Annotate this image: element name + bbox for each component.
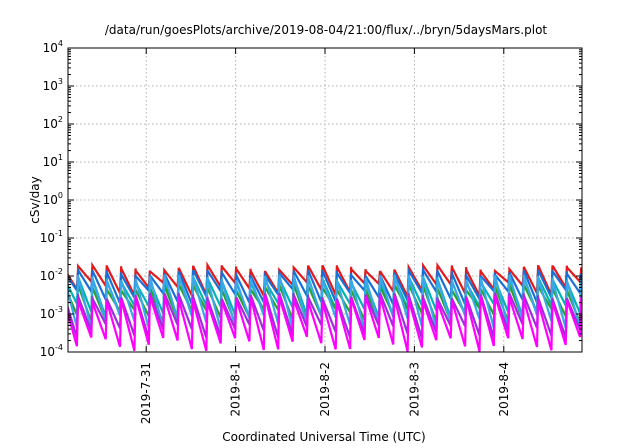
x-tick-label: 2019-8-4 — [497, 362, 511, 416]
y-tick-label: 102 — [43, 115, 63, 131]
series-group — [68, 261, 582, 352]
y-tick-exponent: -2 — [55, 267, 63, 276]
y-tick-label: 10-2 — [40, 267, 63, 283]
series-line-1 — [68, 261, 582, 301]
axes — [67, 47, 583, 353]
y-tick-label: 10-4 — [40, 343, 63, 359]
x-tick-label: 2019-8-3 — [407, 362, 421, 416]
y-tick-label: 104 — [43, 39, 63, 55]
y-tick-label: 100 — [43, 191, 63, 207]
x-tick-label: 2019-7-31 — [139, 362, 153, 424]
x-axis-label: Coordinated Universal Time (UTC) — [222, 430, 425, 444]
x-tick-labels: 2019-7-31 2019-8-1 2019-8-2 2019-8-3 2019-8-… — [139, 362, 511, 424]
y-tick-label: 10-1 — [40, 229, 63, 245]
y-tick-exponent: -1 — [55, 229, 63, 238]
plot-frame — [67, 47, 583, 353]
y-axis-label: cSv/day — [28, 176, 42, 223]
y-tick-label: 10-3 — [40, 305, 63, 321]
x-tick-label: 2019-8-1 — [229, 362, 243, 416]
y-tick-exponent: 4 — [58, 39, 63, 48]
y-tick-label: 103 — [43, 77, 63, 93]
y-tick-exponent: 2 — [58, 115, 63, 124]
series-line-7 — [68, 295, 582, 352]
y-tick-exponent: 3 — [58, 77, 63, 86]
y-tick-exponent: -4 — [55, 343, 63, 352]
x-tick-label: 2019-8-2 — [318, 362, 332, 416]
y-tick-exponent: -3 — [55, 305, 63, 314]
y-tick-label: 101 — [43, 153, 63, 169]
y-tick-exponent: 1 — [58, 153, 63, 162]
y-tick-exponent: 0 — [58, 191, 63, 200]
chart-title: /data/run/goesPlots/archive/2019-08-04/2… — [105, 23, 548, 37]
